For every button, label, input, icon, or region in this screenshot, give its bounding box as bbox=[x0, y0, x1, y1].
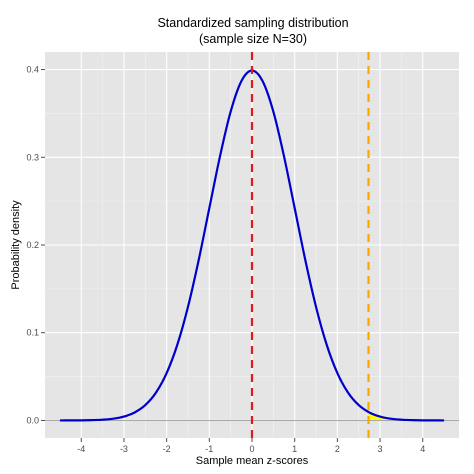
y-axis-ticks: 0.0 0.1 0.2 0.3 0.4 bbox=[26, 65, 45, 425]
x-axis-label: Sample mean z-scores bbox=[196, 455, 309, 467]
x-axis-ticks: -4 -3 -2 -1 0 1 2 3 4 bbox=[77, 438, 425, 454]
x-tick-label: 2 bbox=[335, 444, 340, 454]
x-tick-label: -2 bbox=[163, 444, 171, 454]
y-tick-label: 0.0 bbox=[26, 415, 39, 425]
x-tick-label: 4 bbox=[420, 444, 425, 454]
x-tick-label: -4 bbox=[77, 444, 85, 454]
x-tick-label: 3 bbox=[378, 444, 383, 454]
y-tick-label: 0.1 bbox=[26, 328, 39, 338]
y-axis-label: Probability density bbox=[10, 200, 22, 290]
chart-title-line-2: (sample size N=30) bbox=[199, 32, 307, 46]
y-tick-label: 0.2 bbox=[26, 240, 39, 250]
y-tick-label: 0.4 bbox=[26, 65, 39, 75]
x-tick-label: 1 bbox=[292, 444, 297, 454]
x-tick-label: -3 bbox=[120, 444, 128, 454]
x-tick-label: -1 bbox=[205, 444, 213, 454]
y-tick-label: 0.3 bbox=[26, 152, 39, 162]
tail-shaded-region bbox=[368, 411, 398, 421]
chart-title-line-1: Standardized sampling distribution bbox=[157, 16, 348, 30]
x-tick-label: 0 bbox=[249, 444, 254, 454]
